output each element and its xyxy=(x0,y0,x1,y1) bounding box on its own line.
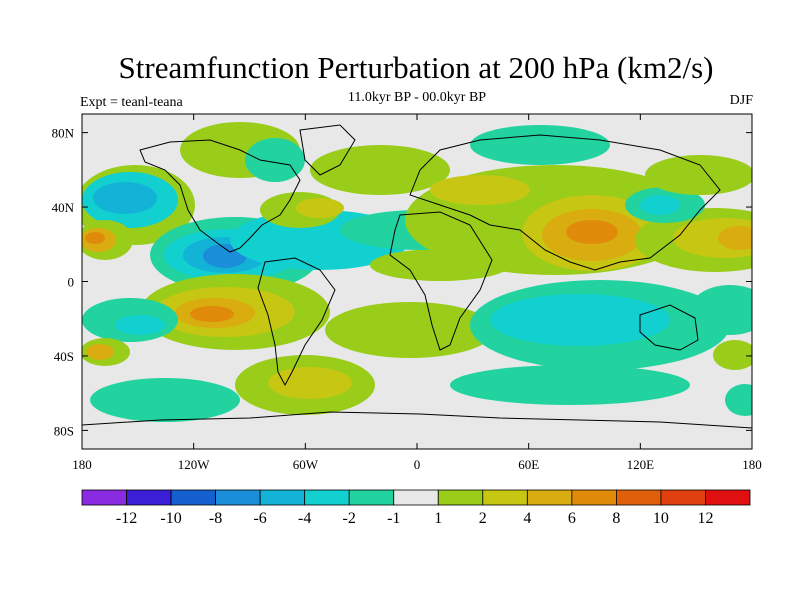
x-tick-label: 0 xyxy=(414,457,421,472)
contour-area xyxy=(566,220,618,244)
chart-subtitle: 11.0kyr BP - 00.0kyr BP xyxy=(347,90,487,105)
axes: 180 120W 60W 0 60E 120E 180 80N 40N 0 40S 80S xyxy=(52,114,762,472)
africa-coast xyxy=(389,211,493,351)
contour-area xyxy=(115,315,165,335)
contour-area xyxy=(713,340,752,370)
contour-area xyxy=(245,138,305,182)
colorbar-label: -4 xyxy=(298,510,311,527)
contour-area xyxy=(645,155,752,195)
y-tick-label: 40S xyxy=(54,349,74,364)
south-america-coast xyxy=(257,257,336,387)
contour-area xyxy=(90,378,240,422)
colorbar: -12 -10 -8 -6 -4 -2 -1 1 2 4 6 8 10 12 xyxy=(81,489,751,527)
contour-area xyxy=(325,302,495,358)
colorbar-swatch xyxy=(526,489,573,506)
contour-area xyxy=(490,294,670,346)
contour-area xyxy=(268,367,352,399)
contour-area xyxy=(470,125,610,165)
colorbar-label: 8 xyxy=(612,510,620,527)
north-america-coast xyxy=(139,139,301,253)
x-tick-label: 60E xyxy=(518,457,539,472)
colorbar-swatch xyxy=(482,489,528,506)
contour-area xyxy=(718,226,752,250)
contour-area xyxy=(86,344,114,360)
colorbar-swatch xyxy=(705,489,751,506)
colorbar-label: -8 xyxy=(209,510,222,527)
colorbar-label: -10 xyxy=(160,510,181,527)
contour-area xyxy=(690,285,752,335)
colorbar-label: 6 xyxy=(568,510,576,527)
contour-area xyxy=(640,195,680,215)
contour-shading xyxy=(82,122,752,422)
x-tick-label: 120W xyxy=(178,457,211,472)
colorbar-swatch xyxy=(170,489,216,506)
colorbar-label: 1 xyxy=(434,510,442,527)
contour-area xyxy=(85,232,105,244)
colorbar-swatch xyxy=(215,489,261,506)
colorbar-label: -12 xyxy=(116,510,137,527)
chart-title: Streamfunction Perturbation at 200 hPa (… xyxy=(118,50,714,85)
contour-area xyxy=(190,306,234,322)
y-tick-label: 0 xyxy=(68,275,75,290)
colorbar-label: 2 xyxy=(479,510,487,527)
colorbar-label: 12 xyxy=(697,510,713,527)
colorbar-swatch xyxy=(616,489,662,506)
colorbar-swatch xyxy=(81,489,127,506)
x-tick-label: 180 xyxy=(72,457,92,472)
x-tick-label: 120E xyxy=(627,457,655,472)
colorbar-swatch xyxy=(126,489,172,506)
colorbar-swatch xyxy=(259,489,306,506)
y-tick-label: 80S xyxy=(54,423,74,438)
colorbar-swatch xyxy=(393,489,439,506)
season-label: DJF xyxy=(729,93,753,108)
x-tick-label: 180 xyxy=(742,457,762,472)
colorbar-label: -6 xyxy=(253,510,266,527)
colorbar-label: -2 xyxy=(343,510,356,527)
contour-area xyxy=(93,182,157,214)
colorbar-label: 10 xyxy=(653,510,669,527)
contour-area xyxy=(450,365,690,405)
colorbar-swatch xyxy=(304,489,350,506)
colorbar-swatch xyxy=(437,489,484,506)
colorbar-swatch xyxy=(660,489,706,506)
contour-area xyxy=(296,198,344,218)
coastlines xyxy=(82,124,752,429)
y-tick-label: 80N xyxy=(52,126,75,141)
australia-coast xyxy=(639,304,699,351)
x-tick-label: 60W xyxy=(293,457,319,472)
antarctica-coast xyxy=(82,411,752,429)
y-tick-label: 40N xyxy=(52,200,75,215)
contour-area xyxy=(430,175,530,205)
colorbar-label: -1 xyxy=(387,510,400,527)
colorbar-swatch xyxy=(348,489,395,506)
colorbar-swatch xyxy=(571,489,617,506)
greenland-coast xyxy=(299,124,356,176)
colorbar-label: 4 xyxy=(523,510,531,527)
eurasia-coast xyxy=(409,134,721,271)
contour-area xyxy=(725,384,752,416)
experiment-label: Expt = teanl-teana xyxy=(80,95,183,110)
